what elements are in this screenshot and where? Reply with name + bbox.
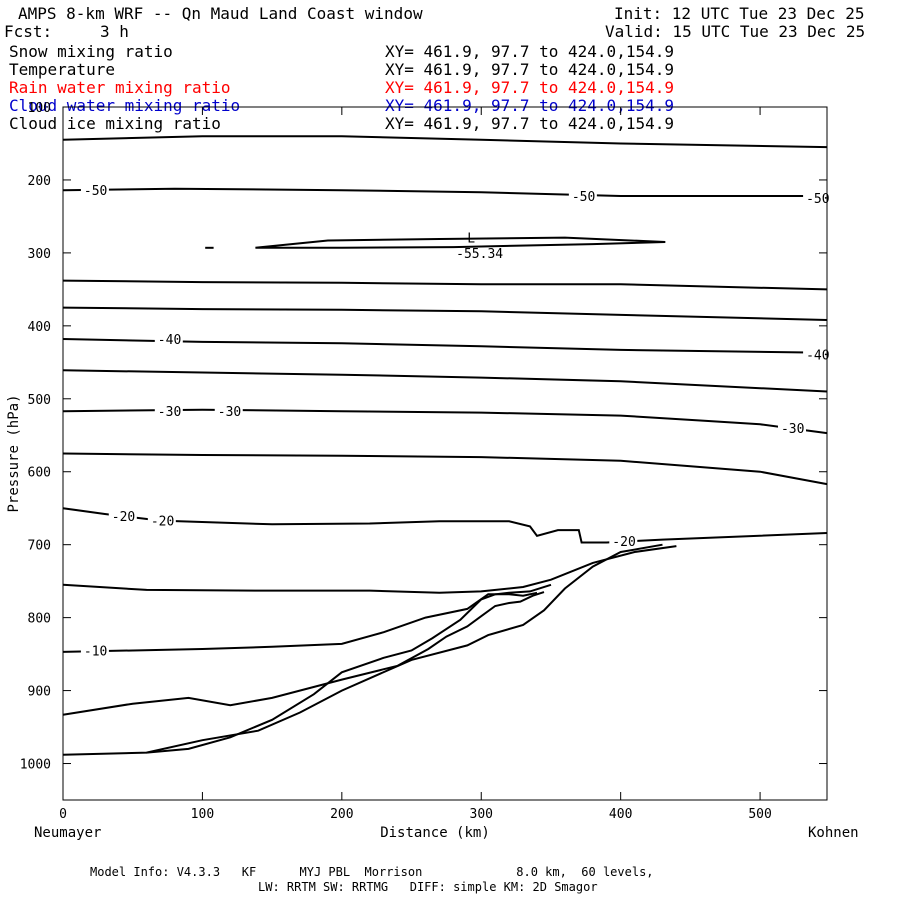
contour-label-bg	[803, 347, 832, 362]
x-tick-label: 400	[609, 807, 632, 822]
init-time: Init: 12 UTC Tue 23 Dec 25	[614, 4, 865, 23]
field-name: Cloud water mixing ratio	[9, 96, 241, 115]
x-tick-label: 500	[748, 807, 771, 822]
y-tick-label: 900	[28, 685, 51, 700]
contour-line	[62, 591, 545, 716]
field-xy-range: XY= 461.9, 97.7 to 424.0,154.9	[385, 96, 674, 115]
contour-label: -30	[158, 405, 181, 420]
contour-label: -50	[572, 190, 595, 205]
x-tick-label: 100	[191, 807, 214, 822]
right-station-label: Kohnen	[808, 825, 859, 841]
y-tick-label: 600	[28, 466, 51, 481]
contour-label-bg	[803, 191, 832, 206]
left-station-label: Neumayer	[34, 825, 101, 841]
contour-line	[62, 545, 677, 594]
field-name: Cloud ice mixing ratio	[9, 114, 221, 133]
y-tick-label: 500	[28, 393, 51, 408]
y-tick-label: 800	[28, 612, 51, 627]
x-tick-label: 300	[470, 807, 493, 822]
y-tick-label: 300	[28, 247, 51, 262]
contour-label-bg	[609, 534, 638, 549]
field-xy-range: XY= 461.9, 97.7 to 424.0,154.9	[385, 78, 674, 97]
contour-line	[255, 236, 666, 249]
contour-label: -50	[806, 192, 829, 207]
forecast-label: Fcst:	[4, 22, 53, 41]
contour-label: -10	[84, 644, 107, 659]
contour-line	[62, 452, 828, 486]
contour-label-bg	[80, 643, 109, 658]
contour-label: -50	[84, 184, 107, 199]
contour-line	[62, 369, 828, 393]
contour-label: -40	[158, 333, 181, 348]
contour-label-bg	[80, 183, 109, 198]
model-info: Model Info: V4.3.3 KF MYJ PBL Morrison 8…	[90, 865, 654, 879]
y-tick-label: 700	[28, 539, 51, 554]
field-name: Rain water mixing ratio	[9, 78, 231, 97]
contour-label-bg	[214, 404, 243, 419]
contour-label: -20	[151, 515, 174, 530]
contour-line	[146, 583, 552, 754]
y-axis-title: Pressure (hPa)	[6, 394, 22, 512]
forecast-hour: 3 h	[100, 22, 129, 41]
field-xy-range: XY= 461.9, 97.7 to 424.0,154.9	[385, 60, 674, 79]
contour-line	[62, 543, 663, 756]
contour-label-bg	[154, 404, 183, 419]
field-xy-range: XY= 461.9, 97.7 to 424.0,154.9	[385, 42, 674, 61]
x-tick-label: 200	[330, 807, 353, 822]
y-tick-label: 1000	[20, 758, 51, 773]
contour-label: -30	[218, 405, 241, 420]
field-name: Temperature	[9, 60, 115, 79]
x-axis-title: Distance (km)	[380, 825, 490, 841]
contour-label-bg	[568, 188, 597, 203]
contour-line	[62, 591, 538, 653]
contour-label: -20	[612, 535, 635, 550]
plot-frame	[62, 106, 828, 801]
plot-title: AMPS 8-km WRF -- Qn Maud Land Coast wind…	[18, 4, 423, 23]
contour-label: -20	[112, 510, 135, 525]
contour-line	[62, 507, 828, 544]
x-tick-label: 0	[59, 807, 67, 822]
contour-line	[62, 306, 828, 321]
physics-info: LW: RRTM SW: RRTMG DIFF: simple KM: 2D S…	[258, 880, 598, 894]
y-tick-label: 400	[28, 320, 51, 335]
contour-label-bg	[108, 509, 137, 524]
contour-line	[62, 135, 828, 149]
field-name: Snow mixing ratio	[9, 42, 173, 61]
min-value: -55.34	[456, 247, 503, 262]
contour-label-bg	[147, 513, 176, 528]
contour-label: -40	[806, 348, 829, 363]
valid-time: Valid: 15 UTC Tue 23 Dec 25	[605, 22, 866, 41]
y-tick-label: 100	[28, 101, 51, 116]
min-marker: L	[467, 232, 475, 247]
contour-line	[62, 187, 827, 197]
contour-line	[62, 279, 828, 291]
field-xy-range: XY= 461.9, 97.7 to 424.0,154.9	[385, 114, 674, 133]
contour-label-bg	[154, 331, 183, 346]
y-tick-label: 200	[28, 174, 51, 189]
contour-label-bg	[777, 420, 806, 435]
contour-label: -30	[781, 422, 804, 437]
